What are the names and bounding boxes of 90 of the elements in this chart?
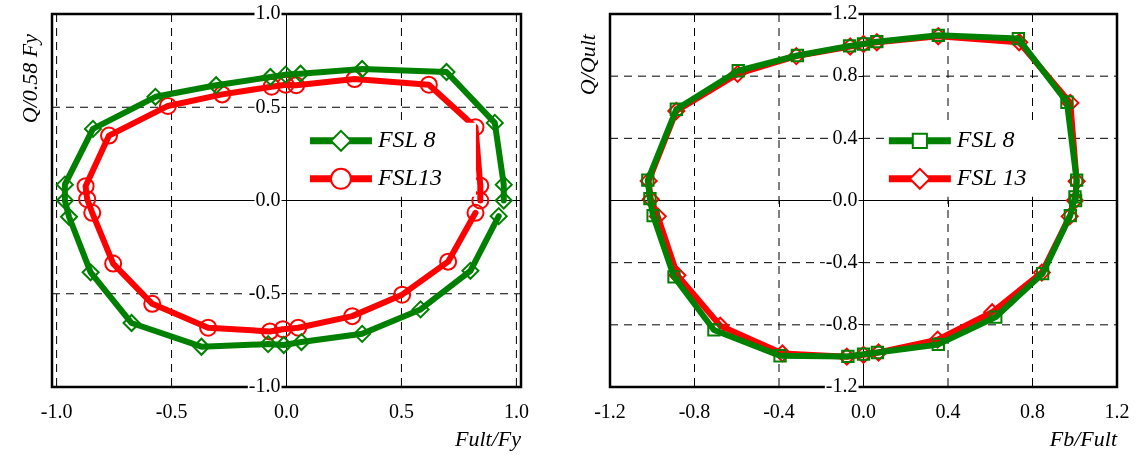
point — [646, 208, 660, 223]
point — [466, 203, 485, 222]
x-axis-title: Fult/Fy — [454, 425, 522, 451]
x-tick-label: -0.4 — [763, 400, 795, 423]
x-tick-label: 0.0 — [851, 400, 876, 423]
point — [273, 320, 292, 339]
point — [100, 126, 119, 145]
point — [262, 77, 281, 96]
y-tick-label: 0.0 — [255, 187, 281, 210]
point — [1010, 33, 1029, 52]
point — [841, 349, 855, 364]
y-tick-label: -0.8 — [825, 312, 858, 335]
point — [343, 307, 362, 326]
point — [143, 294, 162, 313]
point — [213, 85, 232, 104]
point — [667, 270, 681, 284]
legend-label: FSL13 — [376, 164, 442, 191]
point — [81, 263, 100, 282]
x-tick-label: 0.8 — [1020, 400, 1045, 423]
point — [353, 60, 372, 79]
y-tick-label: 0.8 — [832, 63, 858, 86]
point — [192, 337, 211, 356]
y-tick-label: -1.2 — [825, 374, 858, 397]
point — [83, 203, 102, 222]
point — [260, 322, 279, 341]
point — [1011, 31, 1025, 46]
point — [485, 113, 504, 132]
y-tick-label: 0.5 — [255, 94, 281, 117]
point — [489, 207, 508, 226]
point — [60, 207, 79, 226]
point — [707, 323, 721, 337]
point — [393, 285, 412, 304]
point — [287, 76, 306, 95]
point — [55, 191, 74, 210]
x-tick-label: 1.0 — [503, 400, 529, 423]
point — [122, 314, 141, 333]
y-tick-label: -0.4 — [825, 249, 858, 272]
y-tick-label: -1.0 — [248, 374, 281, 397]
point — [158, 96, 177, 115]
y-tick-label: 0.4 — [832, 125, 858, 148]
x-tick-label: 1.2 — [1104, 400, 1130, 423]
point — [83, 119, 102, 138]
x-tick-label: -0.5 — [155, 400, 188, 423]
x-tick-label: 0.0 — [274, 400, 299, 423]
point — [261, 68, 280, 87]
legend-label: FSL 13 — [955, 164, 1027, 191]
x-tick-label: -1.0 — [40, 400, 73, 423]
point — [471, 191, 490, 210]
point — [989, 310, 1003, 324]
point — [437, 63, 456, 81]
point — [146, 87, 165, 106]
point — [276, 75, 295, 94]
point — [494, 191, 513, 210]
x-tick-label: -1.2 — [594, 400, 626, 423]
y-tick-label: -0.5 — [248, 281, 281, 303]
point — [274, 336, 293, 355]
point — [199, 318, 218, 337]
point — [1060, 95, 1074, 109]
x-axis-title: Fb/Fult — [1048, 425, 1118, 451]
point — [345, 70, 364, 89]
x-tick-label: 0.5 — [388, 400, 414, 423]
point — [55, 175, 74, 194]
point — [104, 254, 123, 273]
point — [259, 335, 278, 354]
point — [931, 28, 945, 42]
point — [289, 318, 308, 337]
point — [353, 324, 372, 343]
y-tick-label: 1.0 — [255, 1, 281, 24]
y-axis-title: Q/Qult — [574, 33, 600, 96]
point — [461, 261, 480, 280]
legend-label: FSL 8 — [955, 126, 1015, 153]
point — [78, 190, 97, 209]
point — [411, 300, 430, 319]
y-axis-title: Q/0.58 Fy — [16, 33, 42, 124]
x-tick-label: 0.4 — [935, 400, 961, 423]
y-tick-label: 1.2 — [832, 1, 858, 24]
point — [931, 337, 945, 352]
point — [291, 64, 310, 83]
point — [439, 252, 458, 271]
y-tick-label: 0.0 — [832, 187, 858, 210]
x-tick-label: -0.8 — [678, 400, 711, 423]
point — [76, 177, 95, 196]
point — [276, 65, 295, 84]
point — [207, 76, 226, 95]
point — [1069, 173, 1084, 187]
point — [494, 175, 513, 194]
point — [292, 333, 311, 352]
point — [773, 349, 787, 363]
legend-label: FSL 8 — [376, 126, 436, 153]
point — [419, 75, 438, 94]
